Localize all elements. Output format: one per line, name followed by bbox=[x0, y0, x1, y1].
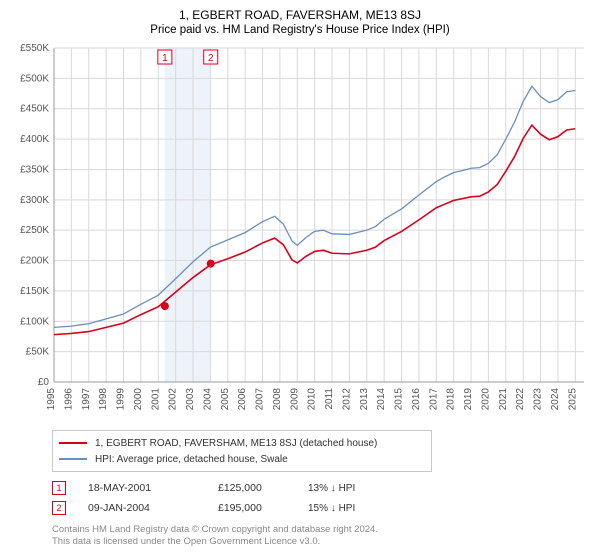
footer-line: Contains HM Land Registry data © Crown c… bbox=[52, 524, 590, 536]
svg-text:£50K: £50K bbox=[26, 347, 50, 358]
svg-text:2014: 2014 bbox=[376, 388, 387, 411]
legend-swatch-red bbox=[59, 442, 87, 444]
svg-text:£550K: £550K bbox=[20, 43, 49, 54]
svg-text:2024: 2024 bbox=[550, 388, 561, 411]
legend-swatch-blue bbox=[59, 458, 87, 460]
svg-text:2017: 2017 bbox=[428, 388, 439, 411]
svg-text:2007: 2007 bbox=[255, 388, 266, 411]
event-delta: 15% ↓ HPI bbox=[308, 502, 438, 514]
svg-text:1996: 1996 bbox=[63, 388, 74, 411]
svg-text:£300K: £300K bbox=[20, 195, 49, 206]
svg-text:£100K: £100K bbox=[20, 316, 49, 327]
chart-svg: £0 £50K £100K £150K £200K £250K £300K £350K £400… bbox=[10, 42, 590, 422]
page-title: 1, EGBERT ROAD, FAVERSHAM, ME13 8SJ bbox=[10, 8, 590, 22]
event-date: 09-JAN-2004 bbox=[88, 502, 218, 514]
footer: Contains HM Land Registry data © Crown c… bbox=[52, 524, 590, 549]
legend-item: HPI: Average price, detached house, Swal… bbox=[59, 451, 425, 467]
svg-text:2003: 2003 bbox=[185, 388, 196, 411]
legend-label: 1, EGBERT ROAD, FAVERSHAM, ME13 8SJ (det… bbox=[95, 438, 377, 449]
svg-text:2019: 2019 bbox=[463, 388, 474, 411]
svg-text:2023: 2023 bbox=[533, 388, 544, 411]
svg-text:1: 1 bbox=[162, 53, 168, 64]
svg-text:2005: 2005 bbox=[220, 388, 231, 411]
svg-text:£250K: £250K bbox=[20, 225, 49, 236]
svg-text:2002: 2002 bbox=[168, 388, 179, 411]
svg-text:£500K: £500K bbox=[20, 73, 49, 84]
svg-text:2016: 2016 bbox=[411, 388, 422, 411]
svg-text:1997: 1997 bbox=[81, 388, 92, 411]
svg-text:2012: 2012 bbox=[341, 388, 352, 411]
svg-text:2008: 2008 bbox=[272, 388, 283, 411]
svg-text:2018: 2018 bbox=[446, 388, 457, 411]
event-marker-icon: 1 bbox=[52, 481, 66, 495]
svg-text:2004: 2004 bbox=[202, 388, 213, 411]
event-price: £125,000 bbox=[218, 482, 308, 494]
svg-text:2010: 2010 bbox=[307, 388, 318, 411]
event-marker-icon: 2 bbox=[52, 501, 66, 515]
svg-text:2011: 2011 bbox=[324, 388, 335, 410]
price-chart: £0 £50K £100K £150K £200K £250K £300K £350K £400… bbox=[10, 42, 590, 422]
event-date: 18-MAY-2001 bbox=[88, 482, 218, 494]
svg-text:2020: 2020 bbox=[480, 388, 491, 411]
svg-text:1995: 1995 bbox=[46, 388, 57, 411]
svg-text:2025: 2025 bbox=[567, 388, 578, 411]
svg-text:2021: 2021 bbox=[498, 388, 509, 411]
svg-text:2: 2 bbox=[208, 53, 214, 64]
svg-text:2009: 2009 bbox=[289, 388, 300, 411]
svg-text:£200K: £200K bbox=[20, 256, 49, 267]
event-delta: 13% ↓ HPI bbox=[308, 482, 438, 494]
svg-text:1999: 1999 bbox=[116, 388, 127, 411]
event-row: 2 09-JAN-2004 £195,000 15% ↓ HPI bbox=[52, 498, 590, 518]
svg-text:2000: 2000 bbox=[133, 388, 144, 411]
svg-text:2001: 2001 bbox=[150, 388, 161, 411]
svg-text:£400K: £400K bbox=[20, 134, 49, 145]
event-table: 1 18-MAY-2001 £125,000 13% ↓ HPI 2 09-JA… bbox=[52, 478, 590, 518]
svg-text:2006: 2006 bbox=[237, 388, 248, 411]
event-row: 1 18-MAY-2001 £125,000 13% ↓ HPI bbox=[52, 478, 590, 498]
legend: 1, EGBERT ROAD, FAVERSHAM, ME13 8SJ (det… bbox=[52, 430, 432, 472]
page-subtitle: Price paid vs. HM Land Registry's House … bbox=[10, 24, 590, 36]
svg-text:£150K: £150K bbox=[20, 286, 49, 297]
svg-text:1998: 1998 bbox=[98, 388, 109, 411]
legend-label: HPI: Average price, detached house, Swal… bbox=[95, 454, 288, 465]
svg-text:£0: £0 bbox=[38, 377, 50, 388]
svg-text:2022: 2022 bbox=[515, 388, 526, 411]
svg-text:2013: 2013 bbox=[359, 388, 370, 411]
legend-item: 1, EGBERT ROAD, FAVERSHAM, ME13 8SJ (det… bbox=[59, 435, 425, 451]
event-price: £195,000 bbox=[218, 502, 308, 514]
svg-text:£450K: £450K bbox=[20, 104, 49, 115]
svg-text:2015: 2015 bbox=[394, 388, 405, 411]
footer-line: This data is licensed under the Open Gov… bbox=[52, 536, 590, 548]
svg-text:£350K: £350K bbox=[20, 164, 49, 175]
